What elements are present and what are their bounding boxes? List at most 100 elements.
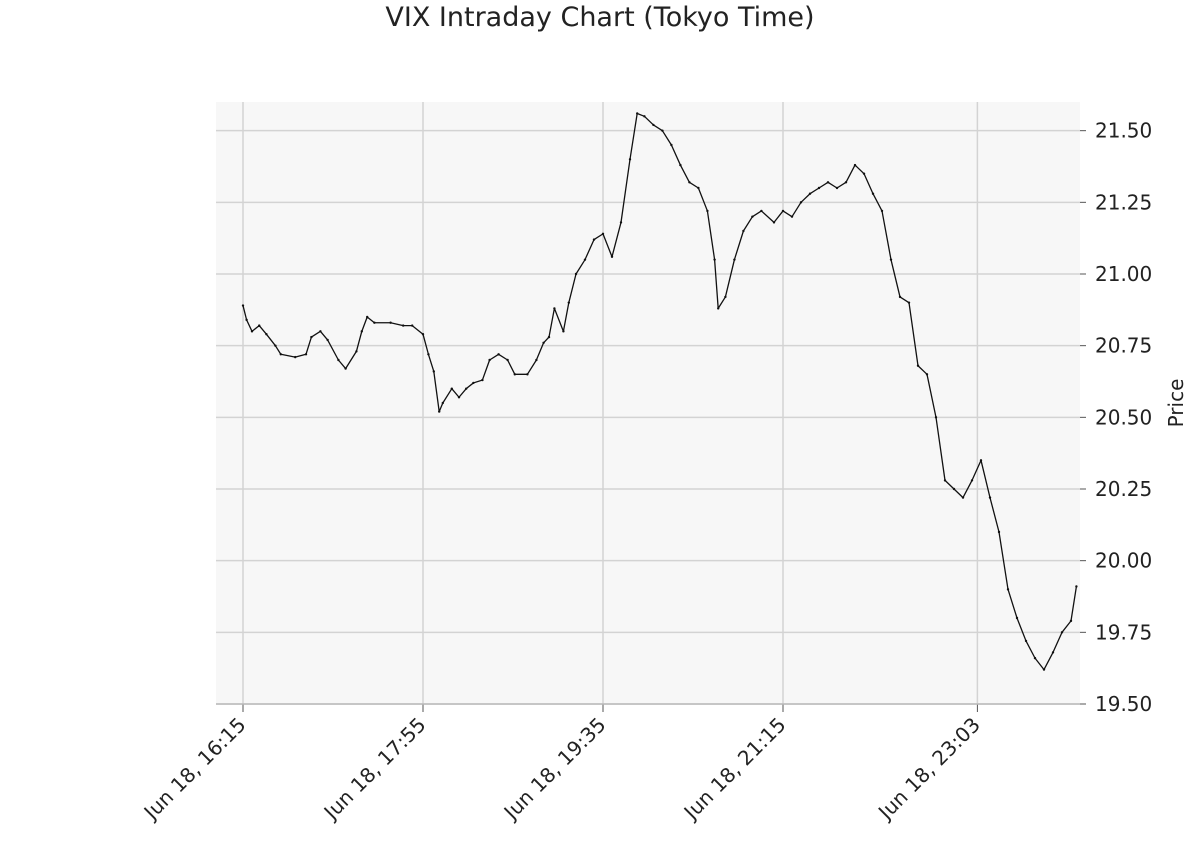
y-tick-label: 20.25 xyxy=(1095,477,1152,501)
price-point xyxy=(310,335,313,339)
price-point xyxy=(1024,639,1028,643)
price-point xyxy=(961,496,965,499)
price-point xyxy=(970,479,974,482)
price-point xyxy=(319,330,322,333)
price-point xyxy=(652,123,655,127)
price-point xyxy=(601,232,605,236)
price-point xyxy=(326,338,329,342)
price-point xyxy=(751,215,754,218)
price-series xyxy=(241,112,1078,671)
price-point xyxy=(724,295,727,299)
price-point xyxy=(826,181,830,184)
price-point xyxy=(679,163,682,167)
price-point xyxy=(697,186,700,190)
y-tick-label: 19.75 xyxy=(1095,620,1152,644)
price-point xyxy=(661,129,664,132)
y-tick-label: 21.25 xyxy=(1095,190,1152,214)
x-tick-label: Jun 18, 19:35 xyxy=(498,713,611,826)
price-point xyxy=(835,186,839,190)
y-tick-label: 20.00 xyxy=(1095,549,1152,573)
price-point xyxy=(610,255,614,258)
price-point xyxy=(465,387,468,390)
price-point xyxy=(441,401,444,405)
price-point xyxy=(279,353,282,356)
price-point xyxy=(547,335,551,339)
price-point xyxy=(294,355,297,359)
price-point xyxy=(592,238,596,241)
price-point xyxy=(706,209,709,213)
price-point xyxy=(988,496,992,499)
price-point xyxy=(1006,588,1010,591)
price-point xyxy=(506,358,509,362)
price-point xyxy=(245,318,248,322)
price-point xyxy=(411,324,414,327)
price-point xyxy=(1060,631,1064,634)
price-point xyxy=(1069,619,1073,623)
price-point xyxy=(274,344,277,347)
price-point xyxy=(553,307,556,310)
price-point xyxy=(643,115,646,118)
price-point xyxy=(772,221,776,224)
price-point xyxy=(265,333,268,336)
price-point xyxy=(241,304,245,307)
price-point xyxy=(817,186,821,190)
price-point xyxy=(916,364,920,367)
price-point xyxy=(355,350,358,353)
price-point xyxy=(450,387,453,390)
price-point xyxy=(258,324,261,327)
price-point xyxy=(628,158,632,161)
price-point xyxy=(344,367,347,370)
price-point xyxy=(488,358,491,362)
price-point xyxy=(535,358,538,362)
price-point xyxy=(402,324,405,327)
price-point xyxy=(844,181,848,184)
price-point xyxy=(526,373,529,376)
price-point xyxy=(1033,656,1037,660)
price-point xyxy=(1042,668,1046,671)
price-point xyxy=(636,112,639,115)
price-point xyxy=(733,258,736,261)
plot-area xyxy=(216,102,1080,704)
price-point xyxy=(497,353,500,356)
price-point xyxy=(567,301,570,304)
price-point xyxy=(1075,585,1078,588)
price-point xyxy=(808,192,812,195)
grid-lines xyxy=(216,102,1080,705)
price-point xyxy=(366,315,369,319)
price-point xyxy=(574,272,578,276)
price-point xyxy=(373,321,376,324)
price-point xyxy=(799,201,803,204)
y-tick-label: 20.50 xyxy=(1095,405,1152,429)
price-point xyxy=(472,381,475,385)
price-point xyxy=(717,307,720,310)
x-tick-label: Jun 18, 23:03 xyxy=(872,713,985,826)
y-axis-label: Price xyxy=(1164,379,1188,428)
price-point xyxy=(790,215,794,218)
price-point xyxy=(943,479,947,482)
price-point xyxy=(481,378,484,382)
price-point xyxy=(250,330,254,333)
price-point xyxy=(432,370,435,373)
price-point xyxy=(427,353,430,356)
price-point xyxy=(907,301,911,304)
price-point xyxy=(862,172,866,175)
price-point xyxy=(925,373,929,376)
y-tick-label: 21.00 xyxy=(1095,262,1152,286)
price-point xyxy=(871,192,875,195)
price-point xyxy=(934,416,938,419)
price-point xyxy=(1051,651,1055,654)
price-point xyxy=(438,410,441,413)
chart-title: VIX Intraday Chart (Tokyo Time) xyxy=(385,2,815,33)
price-point xyxy=(337,358,340,362)
price-point xyxy=(880,209,884,213)
price-point xyxy=(670,143,673,147)
price-point xyxy=(421,333,425,336)
price-point xyxy=(619,221,623,224)
price-point xyxy=(1015,616,1019,620)
price-point xyxy=(360,330,363,333)
price-point xyxy=(713,258,716,261)
price-point xyxy=(952,487,956,491)
price-point xyxy=(997,530,1001,534)
price-point xyxy=(542,341,545,344)
